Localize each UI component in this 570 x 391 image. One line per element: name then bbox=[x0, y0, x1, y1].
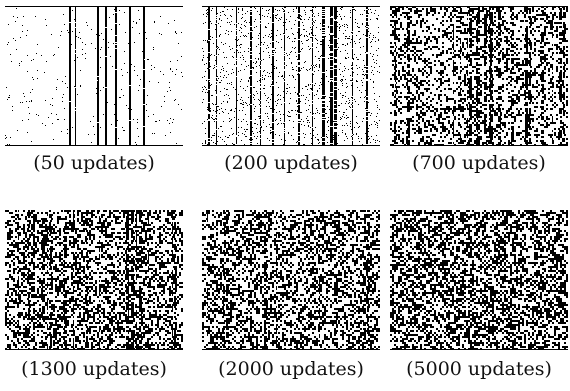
panel-caption: (200 updates) bbox=[224, 152, 358, 174]
raster-image bbox=[202, 210, 380, 350]
panel-caption: (50 updates) bbox=[33, 152, 155, 174]
raster-image bbox=[390, 6, 568, 146]
raster-image bbox=[202, 6, 380, 146]
raster-image bbox=[390, 210, 568, 350]
raster-image bbox=[5, 6, 183, 146]
panel-caption: (2000 updates) bbox=[218, 358, 364, 380]
raster-image bbox=[5, 210, 183, 350]
panel-caption: (700 updates) bbox=[412, 152, 546, 174]
panel-caption: (1300 updates) bbox=[21, 358, 167, 380]
panel-caption: (5000 updates) bbox=[406, 358, 552, 380]
